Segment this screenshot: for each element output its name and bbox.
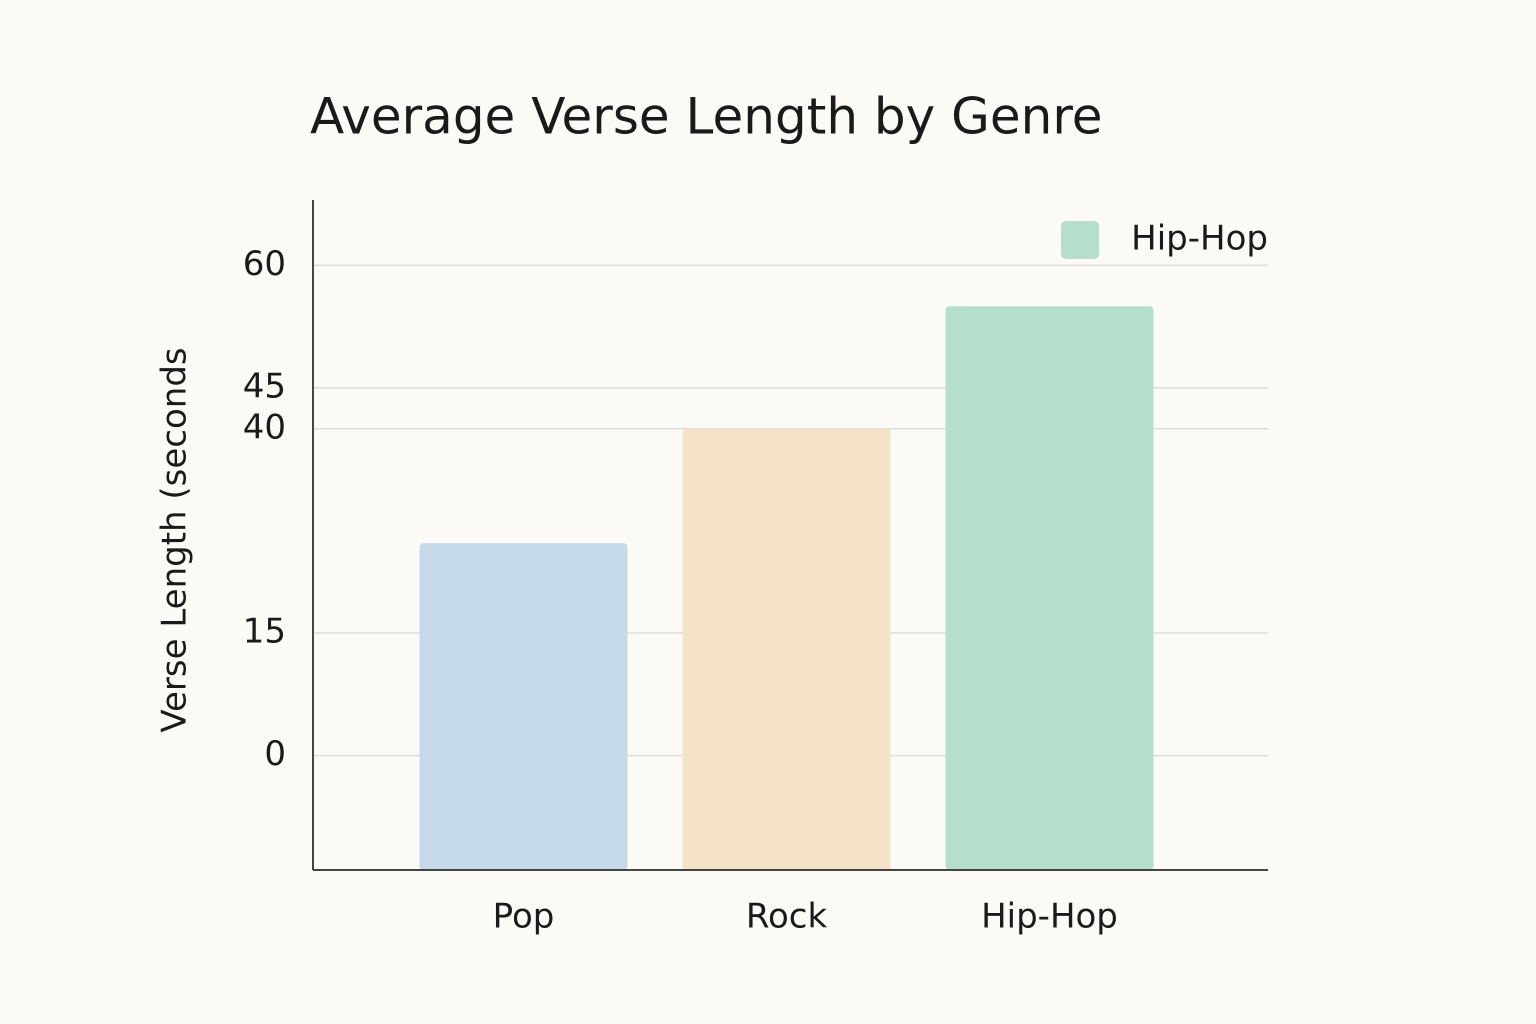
bar [419,543,628,870]
y-tick-label: 60 [243,244,286,284]
y-axis-label: Verse Length (seconds [155,347,195,732]
legend-swatch [1061,221,1099,259]
x-tick-label: Pop [493,897,555,937]
x-tick-label: Rock [746,897,828,937]
y-tick-label: 15 [243,612,286,652]
y-tick-label: 40 [243,407,286,447]
x-tick-label: Hip-Hop [981,897,1118,937]
legend-label: Hip-Hop [1131,219,1268,259]
y-tick-label: 0 [264,734,286,774]
bar [682,428,891,870]
y-tick-label: 45 [243,366,286,406]
bar [945,306,1154,871]
chart-title: Average Verse Length by Genre [310,88,1103,146]
